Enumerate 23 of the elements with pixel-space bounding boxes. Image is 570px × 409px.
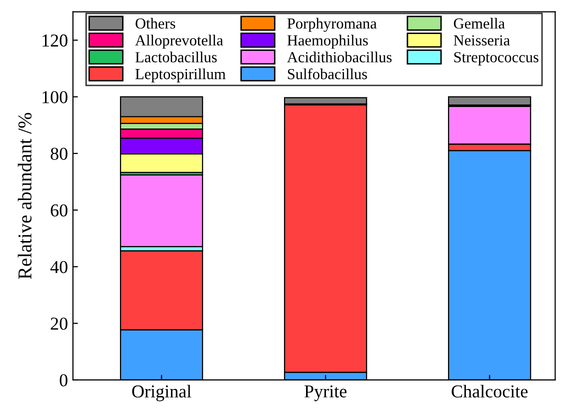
- legend-label: Leptospirillum: [135, 68, 226, 82]
- legend-label: Sulfobacillus: [288, 68, 367, 80]
- legend-label: Acidithiobacillus: [287, 52, 392, 62]
- y-tick-label: 40: [50, 260, 68, 274]
- y-tick-label: 120: [42, 34, 68, 47]
- bar: [120, 174, 204, 248]
- y-tick-label: 100: [42, 91, 68, 104]
- y-tick-label: 0: [60, 374, 68, 386]
- y-axis-title: Relative abundant /%: [18, 112, 32, 280]
- legend-label: Porphyromana: [287, 18, 377, 32]
- legend-label: Streptococcus: [454, 52, 538, 66]
- y-tick-label: 60: [50, 204, 68, 217]
- x-tick-label: Original: [132, 384, 192, 402]
- y-tick-label: 80: [50, 148, 68, 160]
- x-tick-label: Chalcocite: [452, 384, 528, 398]
- legend-label: Neisseria: [454, 35, 510, 46]
- y-tick-label: 20: [50, 318, 68, 330]
- x-tick-label: Pyrite: [304, 385, 346, 402]
- legend-label: Others: [136, 18, 176, 29]
- legend-label: Lactobacillus: [135, 52, 217, 62]
- legend-label: Haemophilus: [287, 34, 368, 49]
- legend-label: Alloprevotella: [135, 34, 224, 49]
- legend-label: Gemella: [454, 18, 505, 29]
